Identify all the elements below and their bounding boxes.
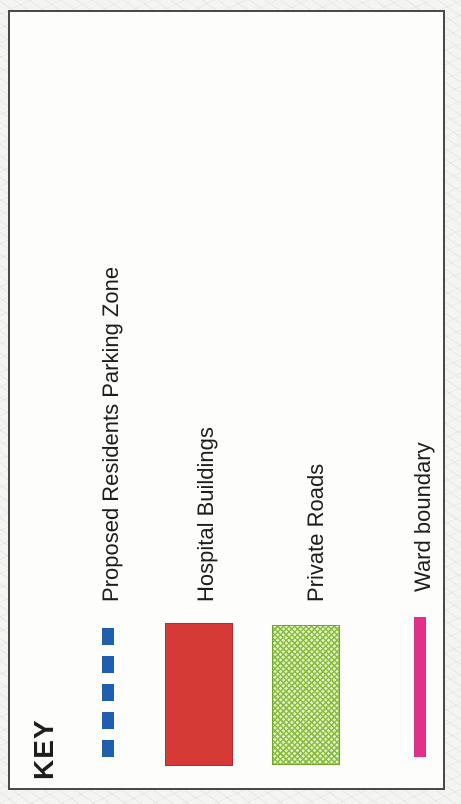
legend-label-parking-zone: Proposed Residents Parking Zone [98,266,123,602]
parking-zone-swatch [102,628,114,768]
legend-label-private-roads: Private Roads [303,463,328,602]
private-roads-swatch [272,625,340,765]
legend-label-hospital-buildings: Hospital Buildings [193,427,218,602]
hospital-buildings-swatch [165,623,233,766]
key-title: KEY [28,719,59,780]
map-key-panel: KEY Proposed Residents Parking Zone Hosp… [8,10,445,790]
ward-boundary-swatch [414,617,426,757]
legend-label-ward-boundary: Ward boundary [410,442,435,592]
